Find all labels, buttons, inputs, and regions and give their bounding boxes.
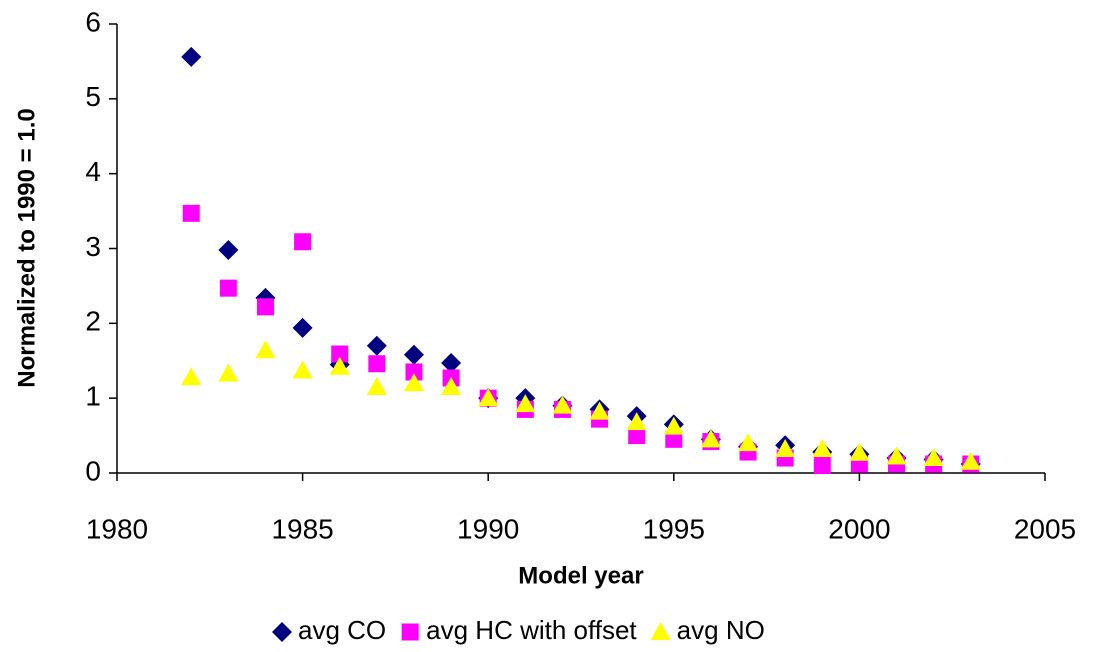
legend-label: avg NO xyxy=(677,615,765,645)
y-tick-label: 3 xyxy=(85,231,101,262)
point xyxy=(182,204,200,222)
point xyxy=(441,352,462,373)
point xyxy=(219,279,237,297)
point xyxy=(403,373,424,392)
x-tick-label: 2000 xyxy=(828,513,890,544)
point xyxy=(663,416,684,435)
y-axis-title: Normalized to 1990 = 1.0 xyxy=(13,108,40,387)
point xyxy=(552,395,573,414)
point xyxy=(441,376,462,395)
legend-label: avg HC with offset xyxy=(426,615,637,645)
point xyxy=(366,376,387,395)
point xyxy=(478,388,499,407)
legend-label: avg CO xyxy=(298,615,386,645)
y-tick-label: 6 xyxy=(85,6,101,37)
point xyxy=(775,439,796,458)
point xyxy=(181,46,202,67)
point xyxy=(292,360,313,379)
point xyxy=(366,335,387,356)
y-tick-label: 2 xyxy=(85,306,101,337)
point xyxy=(700,429,721,448)
point xyxy=(626,412,647,431)
point xyxy=(331,345,349,363)
legend-marker xyxy=(401,623,419,641)
point xyxy=(403,344,424,365)
legend-marker xyxy=(650,622,671,640)
x-tick-label: 1995 xyxy=(643,513,705,544)
point xyxy=(255,340,276,359)
point xyxy=(812,439,833,458)
point xyxy=(886,446,907,465)
point xyxy=(960,451,981,470)
point xyxy=(218,239,239,260)
point xyxy=(738,433,759,452)
point xyxy=(181,367,202,386)
point xyxy=(813,457,831,475)
point xyxy=(923,448,944,467)
point xyxy=(256,298,274,316)
point xyxy=(515,394,536,413)
point xyxy=(292,317,313,338)
point xyxy=(329,356,350,375)
y-tick-label: 4 xyxy=(85,156,101,187)
point xyxy=(294,233,312,251)
legend-marker xyxy=(272,622,292,642)
point xyxy=(405,363,423,381)
y-tick-label: 0 xyxy=(85,455,101,486)
point xyxy=(665,430,683,448)
point xyxy=(589,401,610,420)
point xyxy=(849,442,870,461)
x-tick-label: 1990 xyxy=(457,513,519,544)
x-tick-label: 1980 xyxy=(86,513,148,544)
point xyxy=(368,355,386,373)
point xyxy=(628,427,646,445)
x-tick-label: 2005 xyxy=(1014,513,1076,544)
y-tick-label: 5 xyxy=(85,81,101,112)
x-axis-title: Model year xyxy=(518,562,643,589)
x-tick-label: 1985 xyxy=(271,513,333,544)
y-tick-label: 1 xyxy=(85,381,101,412)
point xyxy=(218,363,239,382)
